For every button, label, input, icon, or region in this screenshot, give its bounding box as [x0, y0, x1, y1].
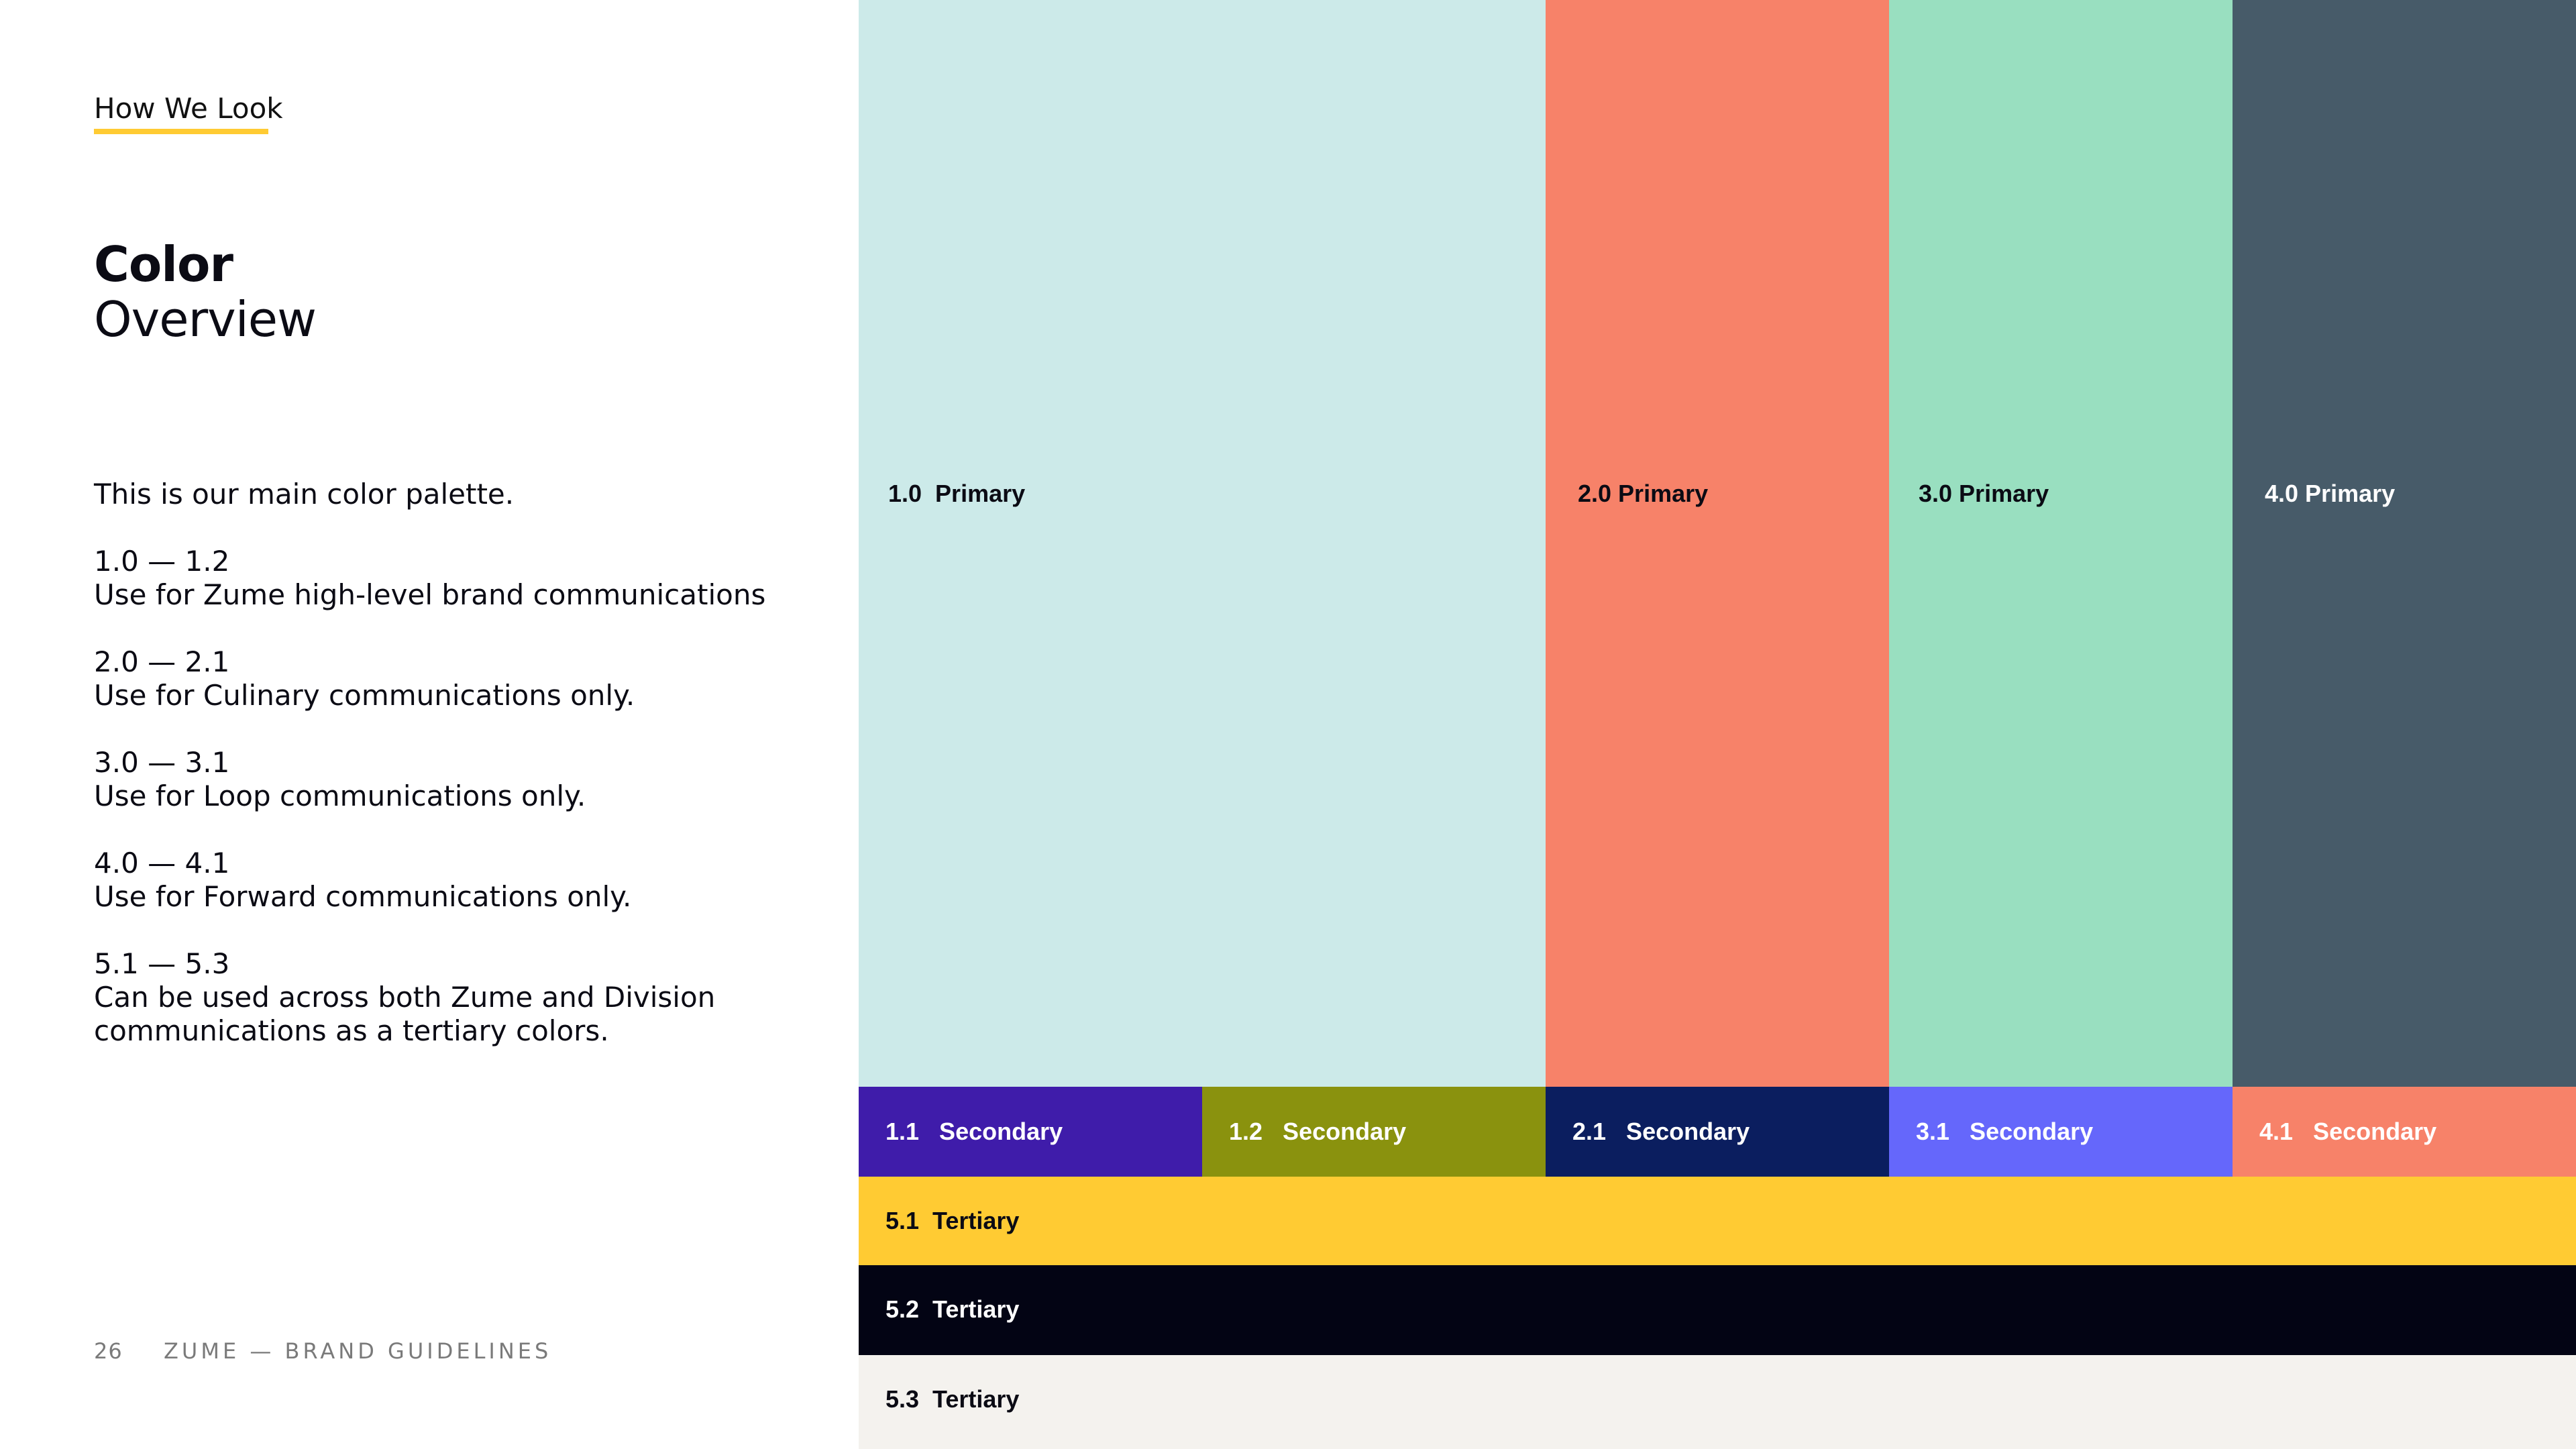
swatch-tertiary-5-1: 5.1 Tertiary	[859, 1177, 2576, 1265]
swatch-label: 1.1 Secondary	[885, 1118, 1063, 1145]
swatch-label: 4.0 Primary	[2265, 480, 2396, 507]
group-range: 4.0 — 4.1	[94, 847, 230, 879]
swatch-secondary-2-1: 2.1 Secondary	[1546, 1087, 1889, 1177]
group-range: 2.0 — 2.1	[94, 645, 230, 678]
description-group: 5.1 — 5.3 Can be used across both Zume a…	[94, 947, 778, 1048]
group-text: Use for Zume high-level brand communicat…	[94, 578, 766, 611]
swatch-label: 5.2 Tertiary	[885, 1295, 1020, 1323]
palette-description: This is our main color palette. 1.0 — 1.…	[94, 478, 778, 1081]
swatch-label: 4.1 Secondary	[2259, 1118, 2437, 1145]
swatch-secondary-3-1: 3.1 Secondary	[1889, 1087, 2233, 1177]
group-range: 3.0 — 3.1	[94, 746, 230, 779]
swatch-primary-4-0: 4.0 Primary	[2233, 0, 2576, 1087]
group-text: Use for Culinary communications only.	[94, 679, 635, 712]
swatch-label: 5.1 Tertiary	[885, 1207, 1020, 1234]
swatch-tertiary-5-2: 5.2 Tertiary	[859, 1265, 2576, 1355]
description-intro: This is our main color palette.	[94, 478, 515, 511]
swatch-tertiary-5-3: 5.3 Tertiary	[859, 1355, 2576, 1449]
swatch-secondary-1-2: 1.2 Secondary	[1202, 1087, 1546, 1177]
page-number: 26	[94, 1338, 123, 1364]
swatch-label: 2.0 Primary	[1578, 480, 1709, 507]
swatch-secondary-1-1: 1.1 Secondary	[859, 1087, 1202, 1177]
group-text: Can be used across both Zume and Divisio…	[94, 981, 716, 1047]
swatch-primary-3-0: 3.0 Primary	[1889, 0, 2233, 1087]
group-text: Use for Forward communications only.	[94, 880, 632, 913]
swatch-label: 3.1 Secondary	[1916, 1118, 2094, 1145]
info-panel: How We Look Color Overview This is our m…	[0, 0, 859, 1449]
swatch-label: 2.1 Secondary	[1572, 1118, 1750, 1145]
page-title: Color	[94, 236, 233, 292]
swatch-primary-1-0: 1.0 Primary	[859, 0, 1546, 1087]
footer-text: ZUME — BRAND GUIDELINES	[164, 1338, 552, 1364]
page-footer: 26 ZUME — BRAND GUIDELINES	[94, 1338, 551, 1364]
swatch-label: 1.2 Secondary	[1229, 1118, 1407, 1145]
description-group: 2.0 — 2.1 Use for Culinary communication…	[94, 645, 778, 712]
section-underline	[94, 129, 268, 134]
section-tag: How We Look	[94, 92, 283, 125]
swatch-label: 5.3 Tertiary	[885, 1385, 1020, 1413]
swatch-secondary-4-1: 4.1 Secondary	[2233, 1087, 2576, 1177]
page-subtitle: Overview	[94, 291, 317, 347]
group-range: 5.1 — 5.3	[94, 947, 230, 980]
description-group: 3.0 — 3.1 Use for Loop communications on…	[94, 746, 778, 813]
description-group: 4.0 — 4.1 Use for Forward communications…	[94, 847, 778, 914]
swatch-primary-2-0: 2.0 Primary	[1546, 0, 1889, 1087]
group-range: 1.0 — 1.2	[94, 545, 230, 578]
swatch-label: 1.0 Primary	[888, 480, 1026, 507]
swatch-label: 3.0 Primary	[1919, 480, 2049, 507]
description-group: 1.0 — 1.2 Use for Zume high-level brand …	[94, 545, 778, 612]
group-text: Use for Loop communications only.	[94, 780, 586, 812]
